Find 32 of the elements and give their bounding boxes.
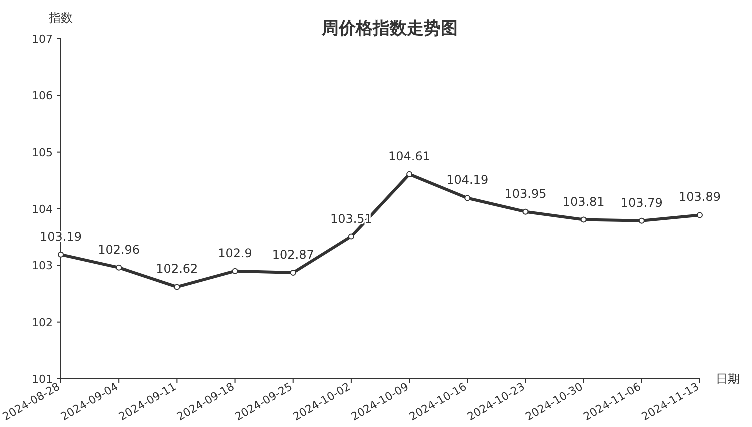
point: [464, 195, 471, 202]
data-label: 103.79: [620, 196, 663, 210]
y-tick-label: 106: [32, 90, 53, 103]
point: [697, 212, 703, 218]
data-label: 102.9: [218, 246, 252, 260]
point: [580, 216, 587, 223]
data-label: 102.62: [156, 262, 198, 276]
data-label: 103.81: [562, 194, 605, 209]
y-tick-label: 105: [32, 146, 53, 160]
y-tick-label: 104: [32, 203, 53, 216]
y-axis-title: 指数: [48, 11, 73, 25]
y-tick-label: 102: [32, 316, 53, 330]
x-axis-title: 日期: [716, 372, 740, 386]
data-label: 104.19: [446, 173, 489, 188]
point: [232, 268, 238, 274]
point: [522, 208, 529, 215]
point: [406, 171, 413, 178]
data-label: 103.95: [504, 186, 547, 201]
y-tick-label: 103: [32, 260, 53, 273]
point: [58, 252, 64, 258]
point: [174, 284, 180, 290]
y-tick-label: 107: [32, 33, 53, 46]
data-label: 103.89: [679, 190, 721, 204]
data-label: 102.96: [98, 242, 140, 257]
point: [638, 218, 645, 224]
point: [116, 264, 122, 271]
point: [290, 270, 296, 276]
data-label: 104.61: [388, 149, 431, 164]
chart-title: 周价格指数走势图: [321, 19, 458, 39]
data-label: 102.87: [272, 248, 314, 262]
point: [348, 234, 354, 240]
y-tick-label: 101: [32, 373, 53, 386]
